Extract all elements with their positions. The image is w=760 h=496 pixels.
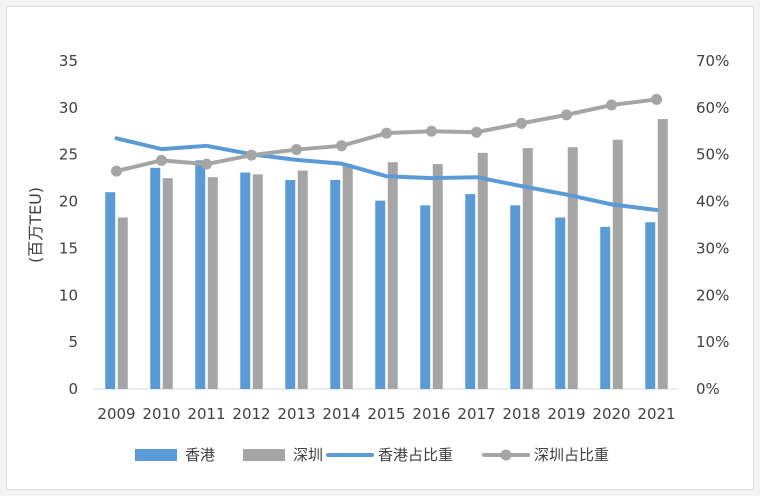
bar-hongkong: [105, 192, 116, 389]
x-tick-label: 2013: [277, 405, 315, 423]
bar-hongkong: [600, 226, 611, 389]
legend-swatch: [243, 449, 285, 461]
y2-tick-label: 30%: [696, 239, 729, 257]
legend-swatch: [135, 449, 177, 461]
x-tick-label: 2012: [232, 405, 270, 423]
bar-hongkong: [420, 205, 431, 389]
bar-hongkong: [150, 167, 161, 389]
legend: 香港 深圳 香港占比重 深圳占比重: [135, 446, 609, 464]
x-tick-label: 2017: [457, 405, 495, 423]
x-tick-label: 2015: [367, 405, 405, 423]
lines: [111, 93, 662, 213]
legend-label: 香港占比重: [378, 446, 453, 464]
bar-shenzhen: [657, 119, 668, 390]
y-tick-label: 15: [59, 239, 78, 257]
y2-tick-label: 40%: [696, 193, 729, 211]
line-point: [606, 99, 617, 111]
bar-hongkong: [375, 200, 386, 389]
bar-hongkong: [330, 180, 341, 389]
bars: [105, 119, 668, 390]
bar-hongkong: [285, 180, 296, 389]
y-axis-label: (百万TEU): [26, 187, 45, 263]
bar-hongkong: [555, 217, 566, 389]
y-tick-label: 0: [68, 380, 78, 398]
x-tick-label: 2014: [322, 405, 360, 423]
legend-label: 香港: [185, 446, 215, 464]
bar-shenzhen: [387, 162, 398, 389]
x-tick-label: 2009: [97, 405, 135, 423]
bar-shenzhen: [342, 164, 353, 389]
y2-tick-label: 20%: [696, 286, 729, 304]
x-tick-label: 2019: [547, 405, 585, 423]
line-point: [561, 109, 572, 121]
legend-label: 深圳占比重: [534, 446, 609, 464]
legend-item: 香港: [135, 446, 215, 464]
line-point: [651, 93, 662, 105]
bar-shenzhen: [117, 217, 128, 389]
bar-shenzhen: [612, 139, 623, 389]
legend-item: 香港占比重: [326, 446, 453, 464]
x-tick-label: 2020: [592, 405, 630, 423]
line-point: [471, 126, 482, 138]
line-point: [246, 149, 257, 161]
y2-tick-label: 10%: [696, 333, 729, 351]
y-tick-label: 5: [68, 333, 78, 351]
line-point: [381, 127, 392, 139]
bar-hongkong: [645, 222, 656, 389]
bar-shenzhen: [207, 177, 218, 389]
bar-shenzhen: [252, 174, 263, 389]
combo-chart: 0 5 10 15 20 25 30 35 0% 10% 20% 30% 40% 50% 60% 70% 200…: [26, 52, 729, 464]
line-point: [156, 154, 167, 166]
y-tick-label: 30: [59, 99, 78, 117]
line-point: [201, 158, 212, 170]
legend-marker: [500, 449, 512, 461]
series-line-hongkong-share: [114, 136, 659, 213]
chart-card: 0 5 10 15 20 25 30 35 0% 10% 20% 30% 40% 50% 60% 70% 200…: [6, 6, 754, 490]
x-tick-label: 2021: [637, 405, 675, 423]
y-tick-label: 25: [59, 146, 78, 164]
y-tick-label: 10: [59, 286, 78, 304]
x-tick-label: 2016: [412, 405, 450, 423]
bar-shenzhen: [432, 164, 443, 389]
bar-hongkong: [195, 160, 206, 389]
line-point: [111, 165, 122, 177]
legend-item: 深圳占比重: [482, 446, 609, 464]
y2-tick-label: 70%: [696, 52, 729, 70]
y-tick-label: 35: [59, 52, 78, 70]
y-tick-label: 20: [59, 193, 78, 211]
bar-shenzhen: [567, 147, 578, 389]
bar-hongkong: [240, 172, 251, 389]
x-tick-label: 2011: [187, 405, 225, 423]
x-tick-label: 2018: [502, 405, 540, 423]
bar-shenzhen: [522, 148, 533, 389]
line-point: [336, 140, 347, 152]
line-point: [426, 125, 437, 137]
tick-labels: 0 5 10 15 20 25 30 35 0% 10% 20% 30% 40% 50% 60% 70% 200…: [59, 52, 729, 423]
legend-label: 深圳: [293, 446, 323, 464]
y2-tick-label: 0%: [696, 380, 720, 398]
line-point: [291, 144, 302, 156]
y2-tick-label: 50%: [696, 146, 729, 164]
bar-shenzhen: [477, 152, 488, 389]
legend-item: 深圳: [243, 446, 323, 464]
x-tick-label: 2010: [142, 405, 180, 423]
bar-shenzhen: [162, 178, 173, 389]
bar-hongkong: [465, 194, 476, 389]
bar-shenzhen: [297, 170, 308, 389]
y2-tick-label: 60%: [696, 99, 729, 117]
bar-hongkong: [510, 205, 521, 389]
line-point: [516, 117, 527, 129]
